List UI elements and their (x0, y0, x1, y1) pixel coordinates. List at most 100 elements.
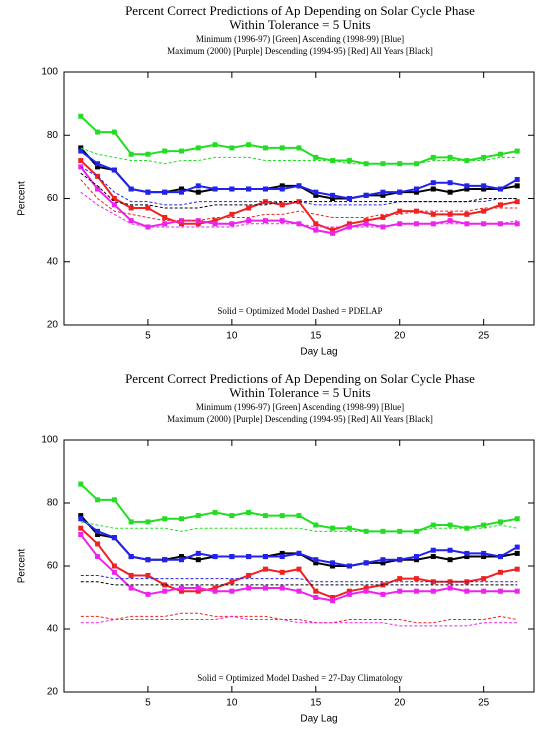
y-tick-label: 60 (47, 193, 59, 204)
y-axis-label: Percent (17, 549, 28, 584)
marker (195, 557, 201, 563)
marker (481, 550, 487, 556)
marker (430, 180, 436, 186)
chart-title: Percent Correct Predictions of Ap Depend… (125, 371, 475, 386)
marker (279, 513, 285, 519)
marker (162, 148, 168, 154)
marker (330, 525, 336, 531)
marker (78, 516, 84, 522)
marker (95, 528, 101, 534)
marker (313, 154, 319, 160)
marker (296, 145, 302, 151)
marker (179, 189, 184, 195)
marker (279, 202, 285, 208)
marker (514, 550, 520, 556)
marker (262, 554, 268, 560)
marker (313, 221, 319, 227)
marker (430, 211, 436, 217)
marker (111, 497, 117, 503)
marker (414, 161, 419, 167)
marker (78, 532, 84, 537)
marker (397, 576, 403, 582)
marker (95, 554, 101, 560)
marker (481, 221, 487, 227)
marker (246, 554, 252, 560)
marker (330, 230, 336, 236)
marker (447, 547, 453, 553)
marker (514, 544, 520, 550)
marker (313, 227, 319, 233)
series-line (80, 521, 518, 532)
marker (262, 585, 268, 591)
marker (380, 591, 386, 597)
marker (246, 142, 252, 148)
marker (111, 535, 117, 541)
marker (497, 554, 503, 560)
marker (279, 585, 285, 591)
marker (179, 585, 184, 591)
marker (346, 224, 352, 230)
marker (296, 221, 302, 227)
marker (262, 218, 268, 224)
marker (262, 186, 268, 192)
marker (380, 560, 386, 566)
marker (363, 560, 369, 566)
marker (414, 588, 419, 594)
marker (296, 183, 302, 189)
marker (128, 554, 134, 560)
marker (212, 588, 218, 594)
marker (195, 183, 201, 189)
marker (346, 591, 352, 597)
marker (330, 158, 336, 164)
marker (397, 557, 403, 563)
marker (162, 582, 168, 588)
marker (363, 218, 369, 224)
marker (78, 525, 84, 531)
marker (195, 585, 201, 591)
marker (497, 186, 503, 192)
marker (229, 554, 235, 560)
marker (346, 221, 352, 227)
marker (380, 192, 386, 198)
marker (162, 516, 168, 522)
marker (497, 519, 503, 525)
marker (95, 164, 101, 170)
marker (95, 186, 101, 192)
marker (145, 591, 151, 597)
marker (296, 513, 302, 519)
marker (414, 576, 419, 582)
series-line (80, 191, 518, 228)
marker (330, 560, 336, 566)
marker (262, 566, 268, 572)
marker (111, 196, 117, 201)
marker (111, 202, 117, 208)
marker (313, 588, 319, 594)
marker (313, 557, 319, 563)
marker (162, 588, 168, 594)
marker (78, 148, 84, 154)
marker (279, 183, 285, 189)
marker (195, 550, 201, 556)
marker (464, 186, 470, 192)
chart: Percent Correct Predictions of Ap Depend… (17, 371, 535, 725)
marker (363, 585, 369, 591)
marker (330, 196, 336, 201)
marker (128, 519, 134, 525)
marker (514, 588, 520, 594)
chart-subtitle: Within Tolerance = 5 Units (229, 17, 370, 32)
marker (162, 557, 168, 563)
legend-line: Maximum (2000) [Purple] Descending (1994… (167, 414, 433, 424)
x-tick-label: 20 (394, 331, 406, 342)
marker (111, 129, 117, 135)
marker (380, 557, 386, 563)
marker (497, 569, 503, 575)
marker (296, 550, 302, 556)
series-line (80, 179, 518, 222)
marker (380, 214, 386, 220)
marker (447, 579, 453, 585)
marker (229, 145, 235, 151)
marker (497, 151, 503, 157)
y-tick-label: 20 (47, 687, 59, 698)
marker (262, 145, 268, 151)
